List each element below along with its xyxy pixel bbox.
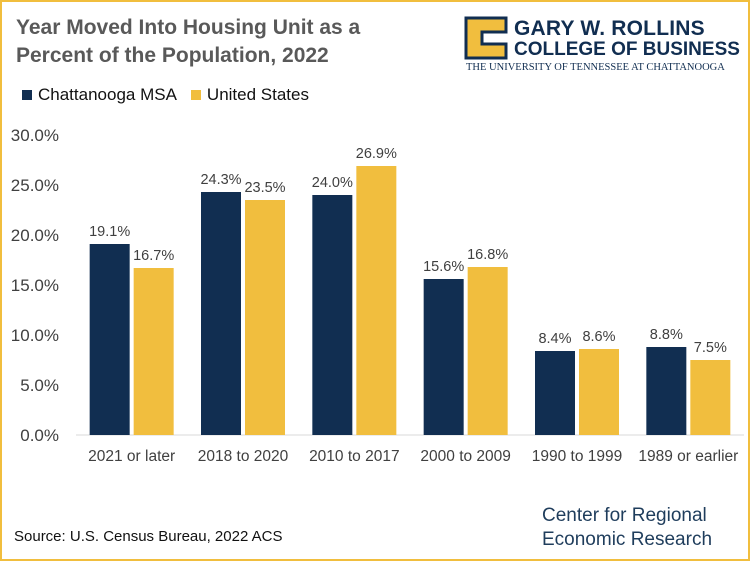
bar xyxy=(690,360,731,435)
legend-label-chattanooga: Chattanooga MSA xyxy=(38,85,177,104)
bar xyxy=(646,347,687,435)
x-tick-label: 2021 or later xyxy=(88,448,175,465)
source-note: Source: U.S. Census Bureau, 2022 ACS xyxy=(14,528,283,545)
data-label: 24.3% xyxy=(200,172,241,188)
legend-label-united-states: United States xyxy=(206,85,309,104)
y-tick-label: 20.0% xyxy=(11,226,59,245)
x-tick-label: 2018 to 2020 xyxy=(198,448,289,465)
legend: Chattanooga MSA United States xyxy=(22,84,323,106)
data-label: 26.9% xyxy=(356,146,397,162)
data-label: 8.6% xyxy=(582,329,615,345)
y-tick-label: 5.0% xyxy=(20,376,59,395)
data-label: 8.4% xyxy=(538,331,571,347)
data-label: 19.1% xyxy=(89,224,130,240)
data-label: 7.5% xyxy=(694,340,727,356)
data-label: 16.7% xyxy=(133,248,174,264)
college-logo: GARY W. ROLLINS COLLEGE OF BUSINESS THE … xyxy=(464,16,740,74)
legend-item-united-states: United States xyxy=(190,85,309,105)
data-label: 16.8% xyxy=(467,247,508,263)
bar xyxy=(467,267,508,435)
x-tick-label: 1989 or earlier xyxy=(638,448,738,465)
utc-c-logo-icon xyxy=(464,16,508,60)
y-tick-label: 30.0% xyxy=(11,126,59,145)
x-tick-label: 2010 to 2017 xyxy=(309,448,400,465)
bar xyxy=(423,279,464,435)
bar xyxy=(133,268,174,435)
bar xyxy=(312,195,353,435)
y-tick-label: 15.0% xyxy=(11,276,59,295)
bar xyxy=(356,166,397,435)
bar xyxy=(89,244,130,435)
chart-title: Year Moved Into Housing Unit as a Percen… xyxy=(16,16,361,67)
legend-swatch-united-states xyxy=(190,90,201,100)
logo-university: THE UNIVERSITY OF TENNESSEE AT CHATTANOO… xyxy=(466,62,725,73)
y-tick-label: 25.0% xyxy=(11,176,59,195)
legend-item-chattanooga: Chattanooga MSA xyxy=(22,85,177,105)
y-tick-label: 10.0% xyxy=(11,326,59,345)
x-tick-label: 2000 to 2009 xyxy=(420,448,511,465)
center-name-line-2: Economic Research xyxy=(542,529,713,550)
data-label: 24.0% xyxy=(312,175,353,191)
bar xyxy=(245,200,285,435)
logo-college: COLLEGE OF BUSINESS xyxy=(514,39,740,60)
bar xyxy=(201,192,241,435)
data-label: 8.8% xyxy=(650,327,683,343)
legend-swatch-chattanooga xyxy=(22,90,32,100)
data-label: 15.6% xyxy=(423,259,464,275)
x-tick-label: 1990 to 1999 xyxy=(532,448,623,465)
bar xyxy=(579,349,619,435)
bar xyxy=(535,351,575,435)
data-label: 23.5% xyxy=(244,180,285,196)
center-name: Center for Regional Economic Research xyxy=(542,504,712,552)
y-tick-label: 0.0% xyxy=(20,426,59,445)
center-name-line-1: Center for Regional xyxy=(542,505,707,526)
logo-name: GARY W. ROLLINS xyxy=(514,17,705,40)
bar-chart: 0.0%5.0%10.0%15.0%20.0%25.0%30.0%19.1%16… xyxy=(11,126,744,465)
